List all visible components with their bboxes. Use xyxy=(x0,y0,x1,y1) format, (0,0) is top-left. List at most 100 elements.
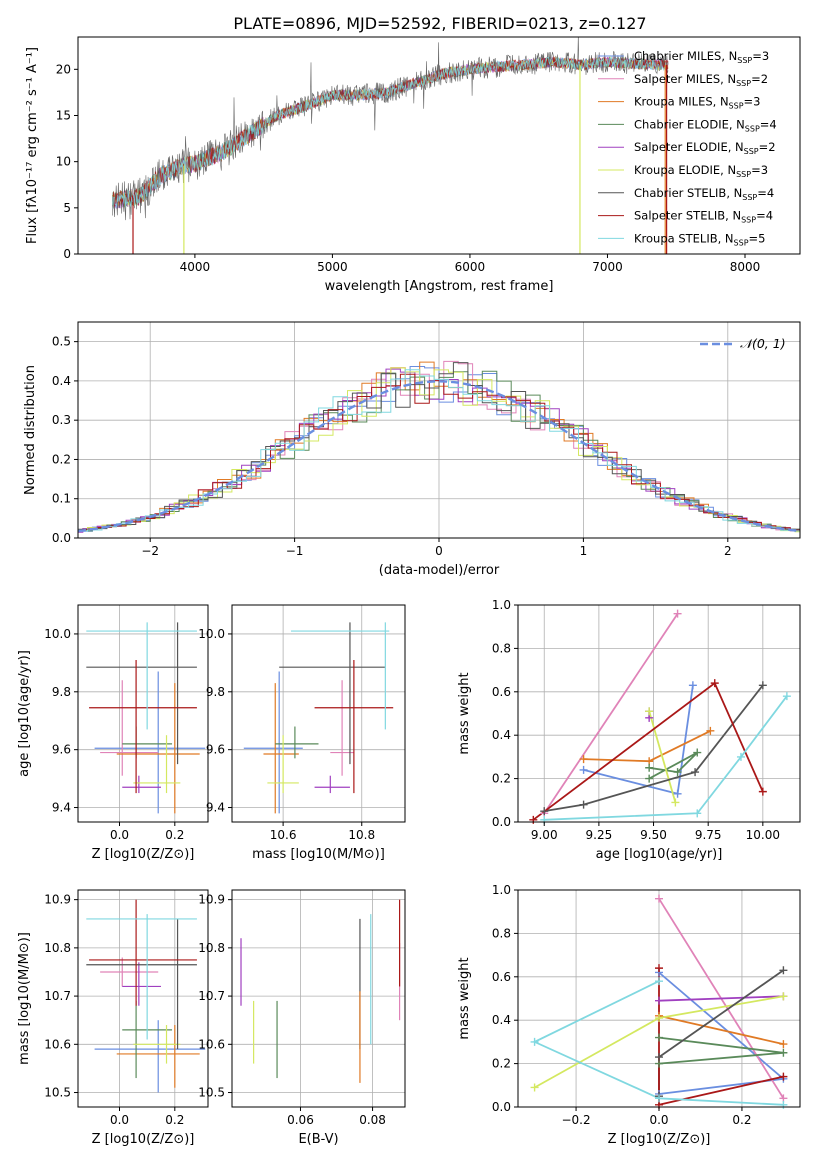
weight-marker xyxy=(645,774,654,783)
x-tick-label: 8000 xyxy=(730,260,761,274)
weight-marker xyxy=(655,977,663,986)
x-tick-label: −2 xyxy=(141,544,159,558)
y-tick-label: 5 xyxy=(63,201,71,215)
mass_vs_ebv-panel: 0.06 0.08 10.5 10.6 10.7 10.8 10.9 E(B-V) xyxy=(198,889,406,1147)
weight-marker xyxy=(645,763,654,772)
axes-frame xyxy=(77,604,209,823)
spectrum-series xyxy=(112,56,669,209)
y-tick-label: 20 xyxy=(56,62,71,76)
y-tick-label: 0.0 xyxy=(492,1100,511,1114)
x-tick-label: −1 xyxy=(286,544,304,558)
x-tick-label: −0.2 xyxy=(561,1113,590,1127)
y-tick-label: 0.6 xyxy=(492,970,511,984)
y-tick-label: 10.5 xyxy=(198,1086,225,1100)
y-tick-label: 0.5 xyxy=(52,335,71,349)
weight-marker xyxy=(779,1048,788,1057)
axes-frame xyxy=(231,889,406,1108)
x-tick-label: 6000 xyxy=(455,260,486,274)
x-tick-label: 2 xyxy=(724,544,732,558)
weight-series xyxy=(648,751,698,780)
y-tick-label: 10.7 xyxy=(198,989,225,1003)
y-tick-label: 9.4 xyxy=(52,801,71,815)
y-tick-label: 0.1 xyxy=(52,492,71,506)
y-tick-label: 0.2 xyxy=(52,452,71,466)
axes-frame xyxy=(517,604,801,823)
weight-marker xyxy=(688,681,697,690)
legend-label: Kroupa MILES, NSSP=3 xyxy=(634,95,760,111)
y-tick-label: 0.4 xyxy=(52,374,71,388)
axes-frame xyxy=(77,889,209,1108)
x-axis-label: Z [log10(Z/Z⊙)] xyxy=(608,1132,711,1147)
y-axis-label: mass weight xyxy=(457,672,472,754)
weight-marker xyxy=(655,1053,663,1062)
weight-marker xyxy=(530,1083,539,1092)
weight-marker xyxy=(706,726,715,735)
spectrum-panel: 4000 5000 6000 7000 8000 0 5 10 15 20 wavelength [… xyxy=(25,36,801,294)
x-tick-label: 9.00 xyxy=(531,828,558,842)
legend-label: Kroupa ELODIE, NSSP=3 xyxy=(634,163,768,179)
y-tick-label: 1.0 xyxy=(492,883,511,897)
y-axis-label: mass [log10(M/M⊙)] xyxy=(17,932,32,1065)
histogram-series xyxy=(78,367,800,533)
x-tick-label: 10.00 xyxy=(746,828,780,842)
legend-label: Chabrier MILES, NSSP=3 xyxy=(634,49,769,65)
x-axis-label: E(B-V) xyxy=(298,1132,338,1147)
histogram-series xyxy=(78,373,800,532)
weight-marker xyxy=(779,966,788,975)
x-axis-label: wavelength [Angstrom, rest frame] xyxy=(325,279,554,294)
y-tick-label: 10.8 xyxy=(44,941,71,955)
weight-marker xyxy=(671,798,680,807)
x-axis-label: Z [log10(Z/Z⊙)] xyxy=(92,847,195,862)
x-axis-label: age [log10(age/yr)] xyxy=(596,847,723,862)
weight-marker xyxy=(758,787,767,796)
weight-marker xyxy=(655,1014,663,1023)
weight-marker xyxy=(579,800,588,809)
weight-marker xyxy=(645,707,654,716)
spectrum-series xyxy=(112,56,669,208)
y-tick-label: 10.8 xyxy=(198,941,225,955)
x-tick-label: 0.0 xyxy=(110,1113,129,1127)
y-tick-label: 9.8 xyxy=(52,685,71,699)
spectrum-series xyxy=(112,55,669,209)
weight-marker xyxy=(691,768,700,777)
y-tick-label: 0.3 xyxy=(52,413,71,427)
x-tick-label: 10.6 xyxy=(270,828,297,842)
spectrum-series xyxy=(112,56,669,208)
weight-marker xyxy=(579,755,588,764)
y-axis-label: age [log10(age/yr)] xyxy=(17,650,32,777)
weight-marker xyxy=(758,681,767,690)
histogram-series xyxy=(78,369,800,532)
weight-marker xyxy=(779,992,788,1001)
gaussian-curve xyxy=(78,380,800,533)
y-tick-label: 9.8 xyxy=(206,685,225,699)
legend-label: Kroupa STELIB, NSSP=5 xyxy=(634,231,765,247)
x-axis-label: Z [log10(Z/Z⊙)] xyxy=(92,1132,195,1147)
weight-series xyxy=(532,980,784,1106)
y-tick-label: 15 xyxy=(56,108,71,122)
weight-series xyxy=(658,995,784,1002)
x-tick-label: 0.2 xyxy=(165,828,184,842)
y-tick-label: 9.6 xyxy=(52,743,71,757)
y-tick-label: 0.4 xyxy=(492,728,511,742)
weight-series xyxy=(544,684,764,812)
y-tick-label: 0.0 xyxy=(52,531,71,545)
y-tick-label: 10.6 xyxy=(44,1037,71,1051)
weight-series xyxy=(658,1036,784,1065)
y-tick-label: 9.4 xyxy=(206,801,225,815)
weight-marker xyxy=(655,1094,663,1103)
y-axis-label: Flux [fλ10⁻¹⁷ erg cm⁻² s⁻¹ A⁻¹] xyxy=(25,47,40,244)
legend-label: Salpeter STELIB, NSSP=4 xyxy=(634,209,773,225)
spectrum-series xyxy=(112,37,669,221)
x-tick-label: 0.0 xyxy=(649,1113,668,1127)
weight-marker xyxy=(579,765,588,774)
y-tick-label: 0.2 xyxy=(492,1057,511,1071)
y-axis-label: Normed distribution xyxy=(23,365,38,495)
x-tick-label: 7000 xyxy=(592,260,623,274)
spectrum-series xyxy=(112,56,669,209)
weight-marker xyxy=(655,894,663,903)
weight-marker xyxy=(693,809,702,818)
residuals-panel: −2 −1 0 1 2 0.0 0.1 0.2 0.3 0.4 0.5 (data-model)/er… xyxy=(23,321,801,578)
x-tick-label: 0.08 xyxy=(359,1113,386,1127)
